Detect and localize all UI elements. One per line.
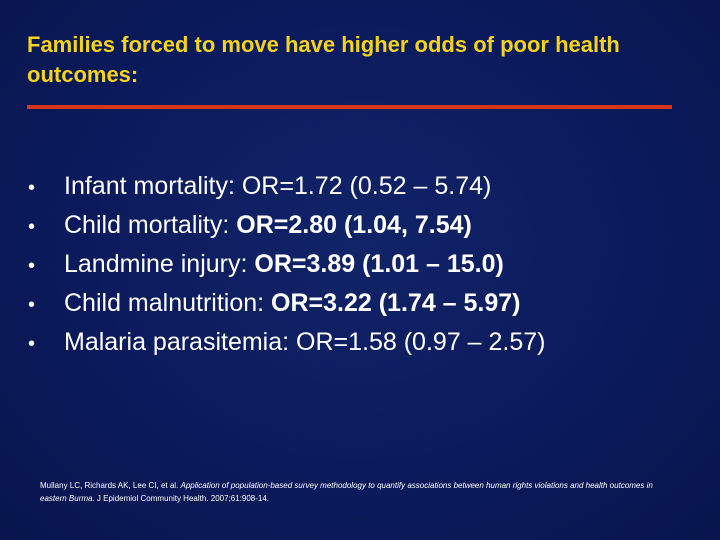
bullet-icon: • <box>28 216 36 238</box>
citation: Mullany LC, Richards AK, Lee CI, et al. … <box>40 479 680 505</box>
slide-title: Families forced to move have higher odds… <box>27 32 620 87</box>
bullet-value: OR=3.89 (1.01 – 15.0) <box>254 250 504 278</box>
bullet-label: Malaria parasitemia: <box>64 328 297 356</box>
bullet-item: • Child mortality: OR=2.80 (1.04, 7.54) <box>28 207 546 246</box>
bullet-value: OR=3.22 (1.74 – 5.97) <box>271 289 521 317</box>
bullet-icon: • <box>28 294 36 316</box>
bullet-value: OR=1.58 (0.97 – 2.57) <box>296 328 546 356</box>
bullet-list: • Infant mortality: OR=1.72 (0.52 – 5.74… <box>28 168 546 363</box>
bullet-item: • Infant mortality: OR=1.72 (0.52 – 5.74… <box>28 168 546 207</box>
bullet-item: • Landmine injury: OR=3.89 (1.01 – 15.0) <box>28 246 546 285</box>
bullet-label: Infant mortality: <box>64 172 242 200</box>
bullet-item: • Child malnutrition: OR=3.22 (1.74 – 5.… <box>28 285 546 324</box>
bullet-label: Child malnutrition: <box>64 289 272 317</box>
citation-journal: J Epidemiol Community Health. 2007;61:90… <box>94 494 270 503</box>
bullet-icon: • <box>28 255 36 277</box>
bullet-icon: • <box>28 177 36 199</box>
bullet-value: OR=2.80 (1.04, 7.54) <box>236 211 472 239</box>
bullet-value: OR=1.72 (0.52 – 5.74) <box>241 172 492 200</box>
bullet-label: Child mortality: <box>64 211 237 239</box>
citation-article-title: Application of population-based survey m… <box>40 481 653 503</box>
citation-authors: Mullany LC, Richards AK, Lee CI, et al. <box>40 481 181 490</box>
bullet-item: • Malaria parasitemia: OR=1.58 (0.97 – 2… <box>28 324 546 363</box>
bullet-icon: • <box>28 333 36 355</box>
title-divider <box>27 105 672 109</box>
bullet-label: Landmine injury: <box>64 250 255 278</box>
